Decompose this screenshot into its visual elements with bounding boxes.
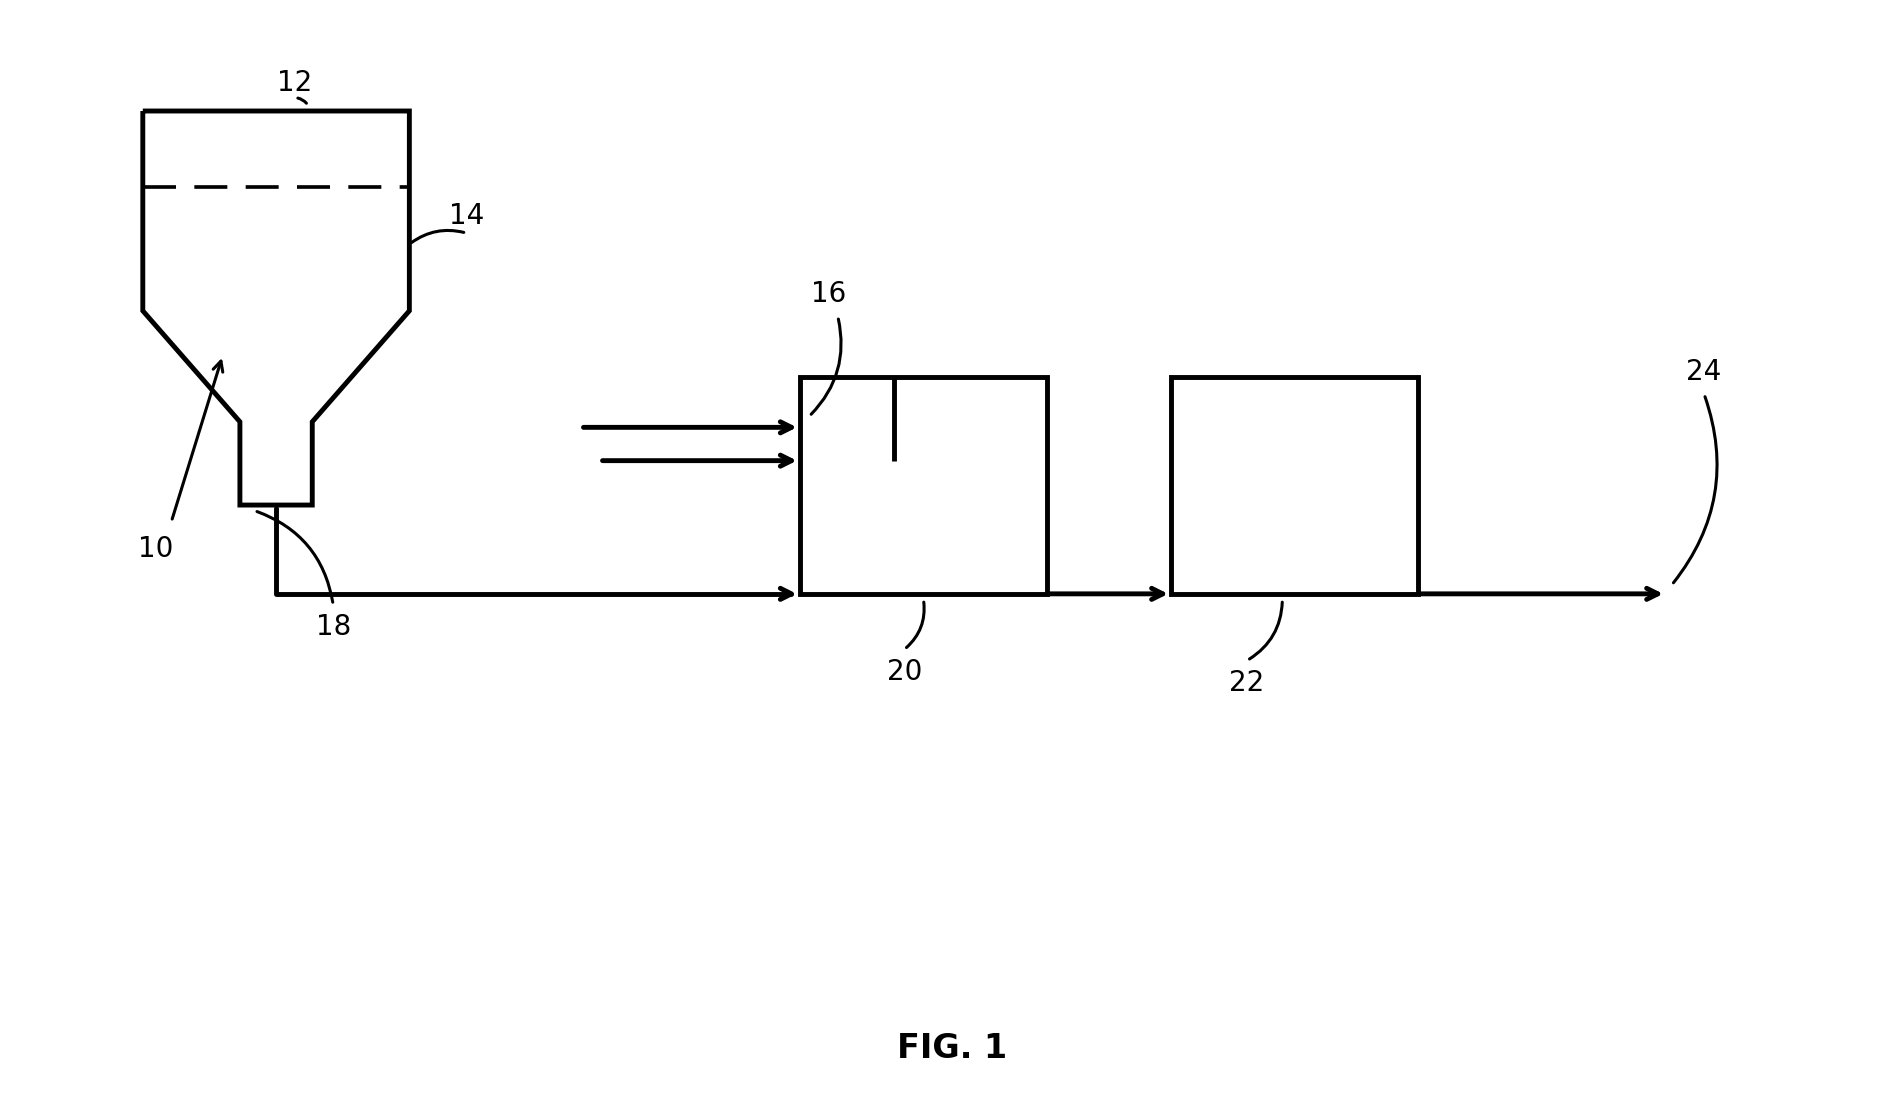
Text: 20: 20	[887, 657, 922, 686]
Text: 22: 22	[1230, 668, 1264, 697]
Text: 24: 24	[1687, 357, 1721, 386]
Text: 10: 10	[139, 535, 173, 564]
Bar	[1171, 377, 1418, 594]
Text: FIG. 1: FIG. 1	[897, 1032, 1007, 1066]
Bar	[800, 377, 1047, 594]
Text: 12: 12	[278, 69, 312, 98]
Text: 18: 18	[316, 613, 350, 642]
Text: 16: 16	[811, 280, 845, 309]
Text: 14: 14	[449, 202, 484, 231]
